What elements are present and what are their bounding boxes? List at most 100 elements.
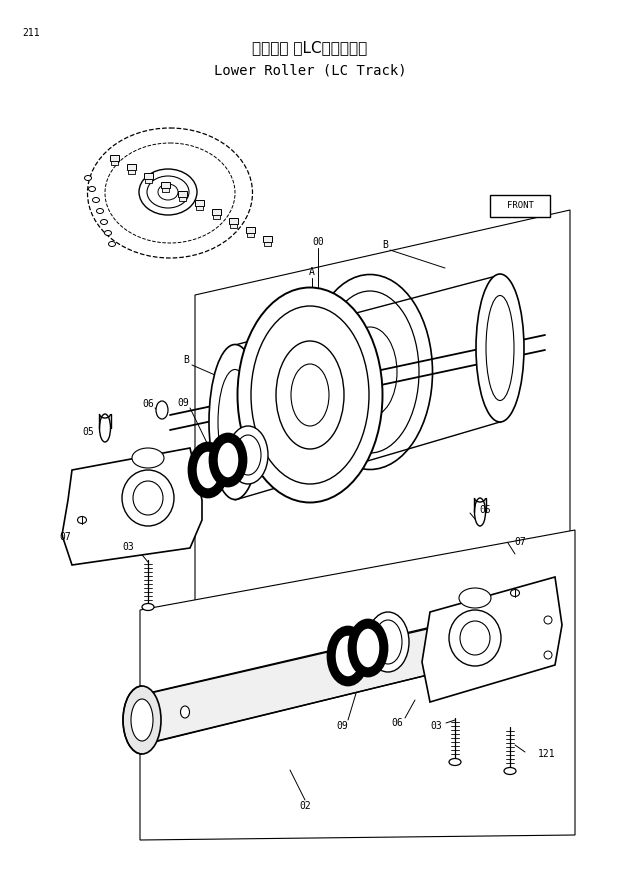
Text: Lower Roller (LC Track): Lower Roller (LC Track) [214, 63, 406, 77]
Ellipse shape [123, 686, 161, 754]
Ellipse shape [158, 184, 178, 200]
Ellipse shape [218, 369, 252, 475]
Text: 00: 00 [312, 237, 324, 247]
Bar [246, 227, 255, 233]
Ellipse shape [449, 610, 501, 666]
Ellipse shape [89, 187, 95, 191]
Text: 121: 121 [538, 749, 556, 759]
Ellipse shape [356, 628, 380, 668]
Ellipse shape [100, 219, 107, 224]
Text: A: A [309, 267, 315, 277]
Ellipse shape [210, 434, 246, 486]
Ellipse shape [276, 341, 344, 449]
Ellipse shape [476, 274, 524, 422]
Text: 09: 09 [177, 398, 189, 408]
Bar [230, 224, 237, 228]
Bar [195, 200, 204, 206]
Bar [263, 236, 272, 242]
Ellipse shape [335, 635, 361, 677]
Ellipse shape [99, 414, 110, 442]
Ellipse shape [180, 706, 190, 718]
Ellipse shape [308, 274, 433, 470]
Ellipse shape [251, 306, 369, 484]
Ellipse shape [321, 291, 419, 453]
Ellipse shape [510, 589, 520, 596]
Ellipse shape [142, 603, 154, 610]
Ellipse shape [367, 612, 409, 672]
Bar [161, 182, 170, 188]
Polygon shape [140, 530, 575, 840]
Text: 06: 06 [142, 399, 154, 409]
Bar [128, 170, 135, 174]
Ellipse shape [235, 435, 261, 475]
Ellipse shape [78, 517, 87, 524]
Ellipse shape [105, 143, 235, 243]
Bar [145, 179, 152, 183]
Text: 02: 02 [299, 801, 311, 811]
Bar [179, 197, 186, 201]
Bar [229, 218, 238, 224]
Text: B: B [183, 355, 189, 365]
Ellipse shape [84, 175, 92, 181]
Bar [144, 173, 153, 179]
Polygon shape [422, 577, 562, 702]
Text: 07: 07 [59, 532, 71, 542]
Ellipse shape [139, 169, 197, 215]
Ellipse shape [97, 209, 104, 214]
Bar [127, 164, 136, 170]
Bar [196, 206, 203, 210]
Text: 09: 09 [336, 721, 348, 731]
Ellipse shape [217, 442, 239, 478]
Bar [110, 155, 119, 161]
Ellipse shape [209, 345, 261, 499]
Ellipse shape [228, 426, 268, 484]
Bar [111, 161, 118, 165]
Ellipse shape [460, 621, 490, 655]
Bar [212, 209, 221, 215]
Ellipse shape [87, 128, 252, 258]
Ellipse shape [105, 230, 112, 236]
Text: 05: 05 [479, 505, 491, 515]
Bar [247, 233, 254, 237]
Bar [264, 242, 271, 246]
Ellipse shape [132, 448, 164, 468]
Ellipse shape [147, 176, 189, 208]
Ellipse shape [474, 498, 485, 526]
Ellipse shape [196, 451, 220, 489]
Ellipse shape [343, 327, 397, 417]
Polygon shape [62, 448, 202, 565]
Ellipse shape [237, 287, 383, 503]
Ellipse shape [544, 651, 552, 659]
Ellipse shape [122, 470, 174, 526]
Polygon shape [195, 210, 570, 675]
Bar [490, 195, 550, 217]
Ellipse shape [291, 364, 329, 426]
Text: 03: 03 [122, 542, 134, 552]
Text: 211: 211 [22, 28, 40, 38]
Text: FRONT: FRONT [507, 202, 533, 210]
Text: B: B [382, 240, 388, 250]
Ellipse shape [131, 699, 153, 741]
Ellipse shape [449, 759, 461, 766]
Ellipse shape [374, 620, 402, 664]
Text: 07: 07 [514, 537, 526, 547]
Text: 03: 03 [430, 721, 442, 731]
Ellipse shape [189, 443, 227, 497]
Bar [162, 188, 169, 192]
Ellipse shape [328, 627, 368, 685]
Ellipse shape [133, 481, 163, 515]
Ellipse shape [108, 242, 115, 246]
Ellipse shape [349, 620, 387, 676]
Polygon shape [142, 626, 440, 745]
Ellipse shape [486, 295, 514, 401]
Ellipse shape [156, 401, 168, 419]
Text: 下ローラ （LCトラック）: 下ローラ （LCトラック） [252, 40, 368, 56]
Ellipse shape [459, 588, 491, 608]
Ellipse shape [504, 767, 516, 774]
Bar [178, 191, 187, 197]
Text: 06: 06 [391, 718, 403, 728]
Text: 05: 05 [82, 427, 94, 437]
Ellipse shape [92, 197, 99, 203]
Ellipse shape [544, 616, 552, 624]
Bar [213, 215, 220, 219]
